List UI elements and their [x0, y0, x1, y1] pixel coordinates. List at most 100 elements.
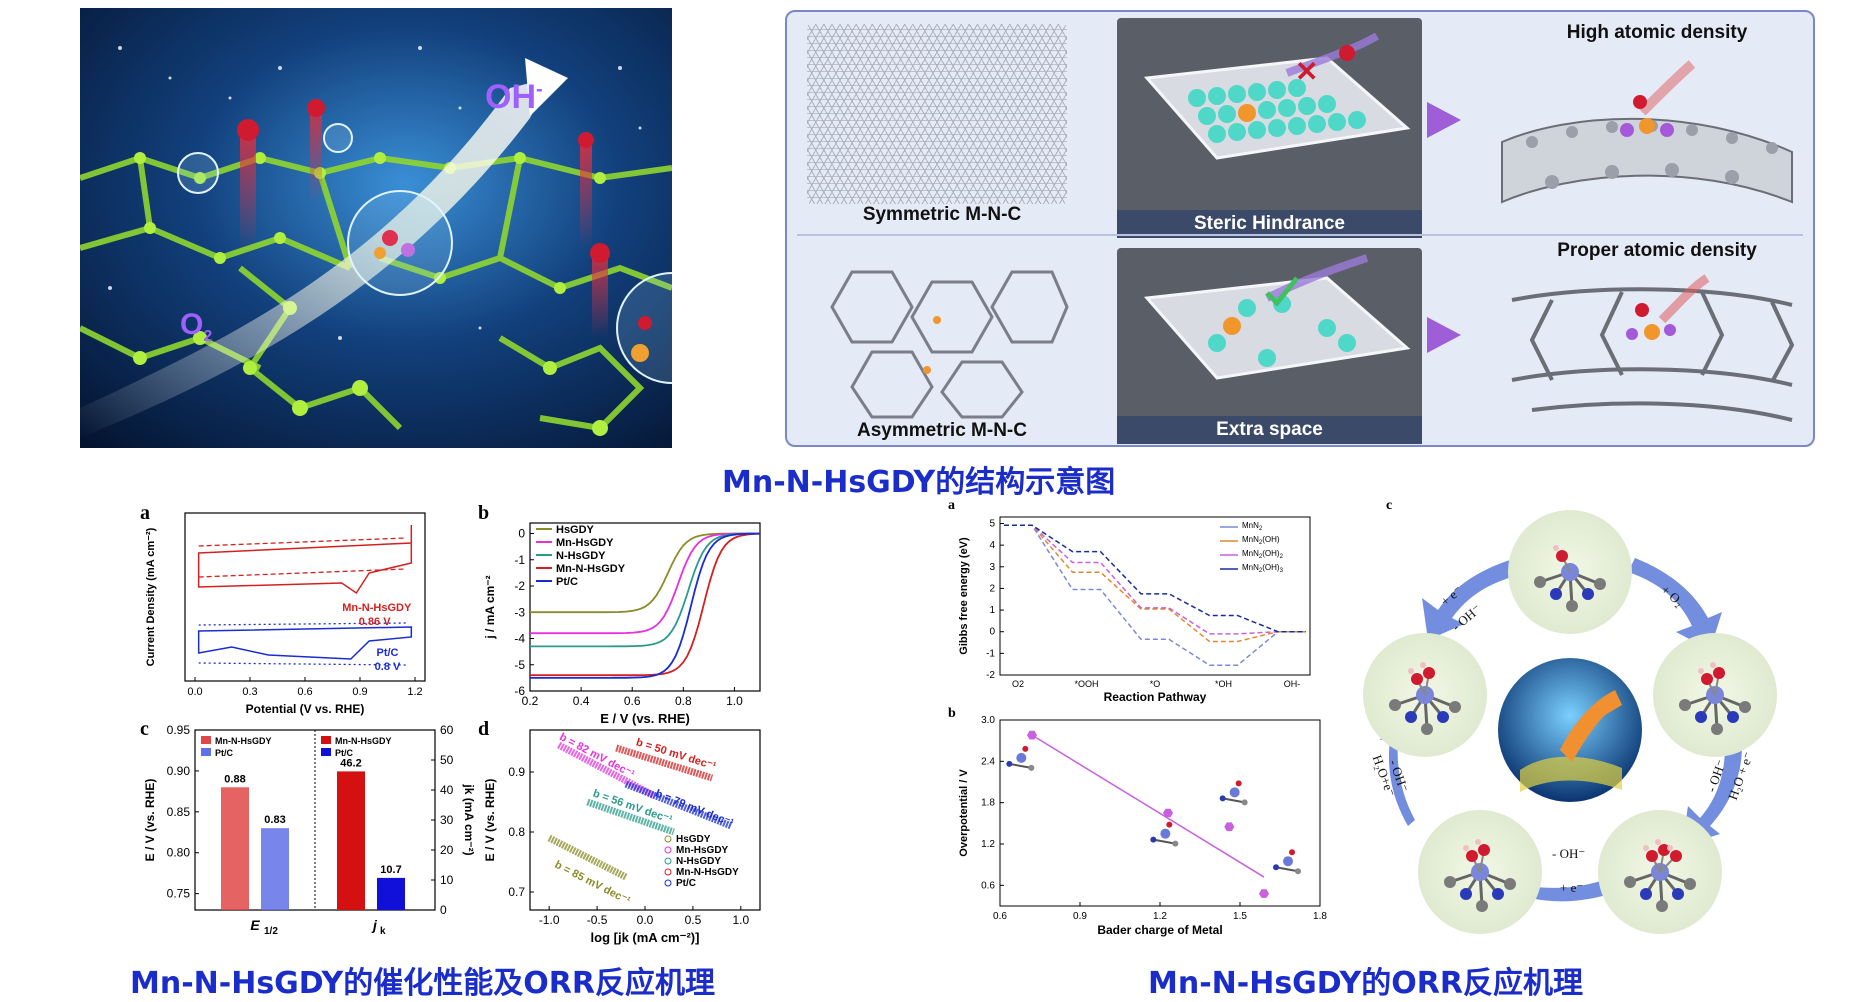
o2-label: O2 [180, 308, 212, 346]
symmetric-lattice [807, 24, 1067, 204]
x-tick-label: 0.9 [352, 686, 367, 698]
o-atom [1713, 667, 1725, 679]
o-atom [1423, 667, 1435, 679]
legend-label: HsGDY [556, 524, 595, 536]
x-tick-label: 0.5 [685, 913, 702, 927]
annotation-label: 0.86 V [359, 616, 391, 628]
legend-label: Pt/C [215, 748, 234, 758]
legend-label: Mn-N-HsGDY [556, 563, 626, 575]
cv-red-solid [197, 525, 413, 595]
y-tick-label: 40 [440, 783, 454, 797]
legend-label-part: 2 [1259, 540, 1263, 546]
c-atom [1476, 900, 1488, 912]
steric-box-svg: ✕ [1143, 32, 1411, 160]
h-atom [1475, 839, 1481, 845]
bar [337, 771, 365, 910]
y-tick-label: -5 [514, 658, 525, 672]
c-atom [1711, 723, 1723, 735]
x-tick-label: 0.3 [242, 686, 257, 698]
legend-label: MnN2(OH)3 [1242, 563, 1284, 574]
data-point [1027, 730, 1037, 740]
y-tick-label: 0.85 [167, 805, 191, 819]
caption-structure: Mn-N-HsGDY的结构示意图 [722, 465, 1116, 500]
tafel-series [624, 780, 733, 830]
energy-path [1004, 524, 1306, 643]
y-tick-label: 0.7 [508, 885, 525, 899]
h-atom [1667, 845, 1673, 851]
x-tick-label: 0.2 [522, 694, 539, 708]
y-tick-label: 0 [518, 527, 525, 541]
asymmetric-lattice [830, 270, 1069, 419]
legend-swatch [321, 748, 331, 756]
legend-marker [664, 879, 672, 887]
cover-illustration: OH- O2 [78, 8, 728, 448]
x-category-label: j [371, 917, 378, 933]
y-tick-label: 0.80 [167, 846, 191, 860]
extra-space-svg [1143, 254, 1411, 380]
proper-density-label: Proper atomic density [1557, 240, 1757, 261]
n-atom [1672, 888, 1684, 900]
c-atom [1504, 878, 1516, 890]
panel-letter-mech-b: b [948, 706, 956, 721]
tafel-series [586, 798, 675, 836]
tafel-series [547, 834, 628, 881]
y-axis-label: E / V (vs. RHE) [143, 779, 157, 862]
c-atom [1594, 578, 1606, 590]
y-tick-label: 3.0 [981, 715, 995, 726]
legend-label: Pt/C [676, 878, 696, 889]
annotation-label: Pt/C [377, 647, 399, 659]
orr-cycle-svg [1363, 510, 1777, 934]
c-atom [1739, 701, 1751, 713]
bar-label: 46.2 [340, 757, 361, 769]
bar-label: 0.88 [224, 773, 245, 785]
legend-label-part: 2 [1280, 554, 1284, 560]
h-atom [1643, 845, 1649, 851]
cycle-step-6: - OH⁻ [1552, 846, 1586, 861]
y-axis-label: E / V (vs. RHE) [483, 779, 497, 862]
c-atom [1566, 600, 1578, 612]
oh-label: OH- [485, 78, 543, 117]
c-atom [1444, 876, 1456, 888]
molecule-atom [1241, 799, 1248, 806]
high-density-label: High atomic density [1566, 22, 1748, 43]
plot-frame [999, 516, 1311, 676]
y-axis-label: Overpotential / V [958, 769, 970, 857]
x-tick-label: 1.0 [726, 694, 743, 708]
cycle-step-7: + e⁻ [1560, 880, 1584, 895]
y-tick-label: 5 [989, 518, 995, 529]
chart-a: 0.0 0.3 0.6 0.9 1.2 Potential (V vs. RHE) Curr… [145, 512, 426, 716]
caption-mechanism: Mn-N-HsGDY的ORR反应机理 [1148, 966, 1583, 1001]
h-atom [1655, 839, 1661, 845]
y-tick-label: 50 [440, 753, 454, 767]
x-tick-label: OH- [1284, 679, 1301, 689]
high-density-graphene [1501, 60, 1793, 204]
y-tick-label: 0.95 [167, 723, 191, 737]
molecule-bond [1275, 866, 1299, 873]
h-atom [1710, 662, 1716, 668]
x-tick-label: *O [1150, 679, 1161, 689]
x-tick-label: 0.0 [187, 686, 202, 698]
legend-label-part: (OH) [1262, 535, 1280, 544]
o-atom [1670, 850, 1682, 862]
scheme-divider [797, 234, 1803, 236]
energy-path [1004, 524, 1306, 667]
legend-marker [664, 868, 672, 876]
panel-letter-b: b [478, 502, 490, 524]
c-atom [1449, 701, 1461, 713]
o2-text: O [180, 308, 204, 341]
plot-frame [529, 522, 761, 692]
legend-label-part: 2 [1259, 554, 1263, 560]
panel-letter-d: d [478, 718, 490, 740]
legend-swatch [201, 748, 211, 756]
y-tick-label: 4 [989, 540, 995, 551]
c-atom [1679, 699, 1691, 711]
x-tick-label: 0.0 [637, 913, 654, 927]
x-tick-label: 0.6 [624, 694, 641, 708]
legend-swatch [321, 736, 331, 744]
bar [261, 828, 289, 910]
x-tick-label: 0.4 [573, 694, 590, 708]
caption-performance: Mn-N-HsGDY的催化性能及ORR反应机理 [130, 966, 715, 1001]
o-atom [1556, 550, 1568, 562]
chart-c: 0.95 0.90 0.85 0.80 0.75 60 50 40 30 20 10 0 E / V (… [143, 723, 476, 937]
o-atom [1478, 844, 1490, 856]
